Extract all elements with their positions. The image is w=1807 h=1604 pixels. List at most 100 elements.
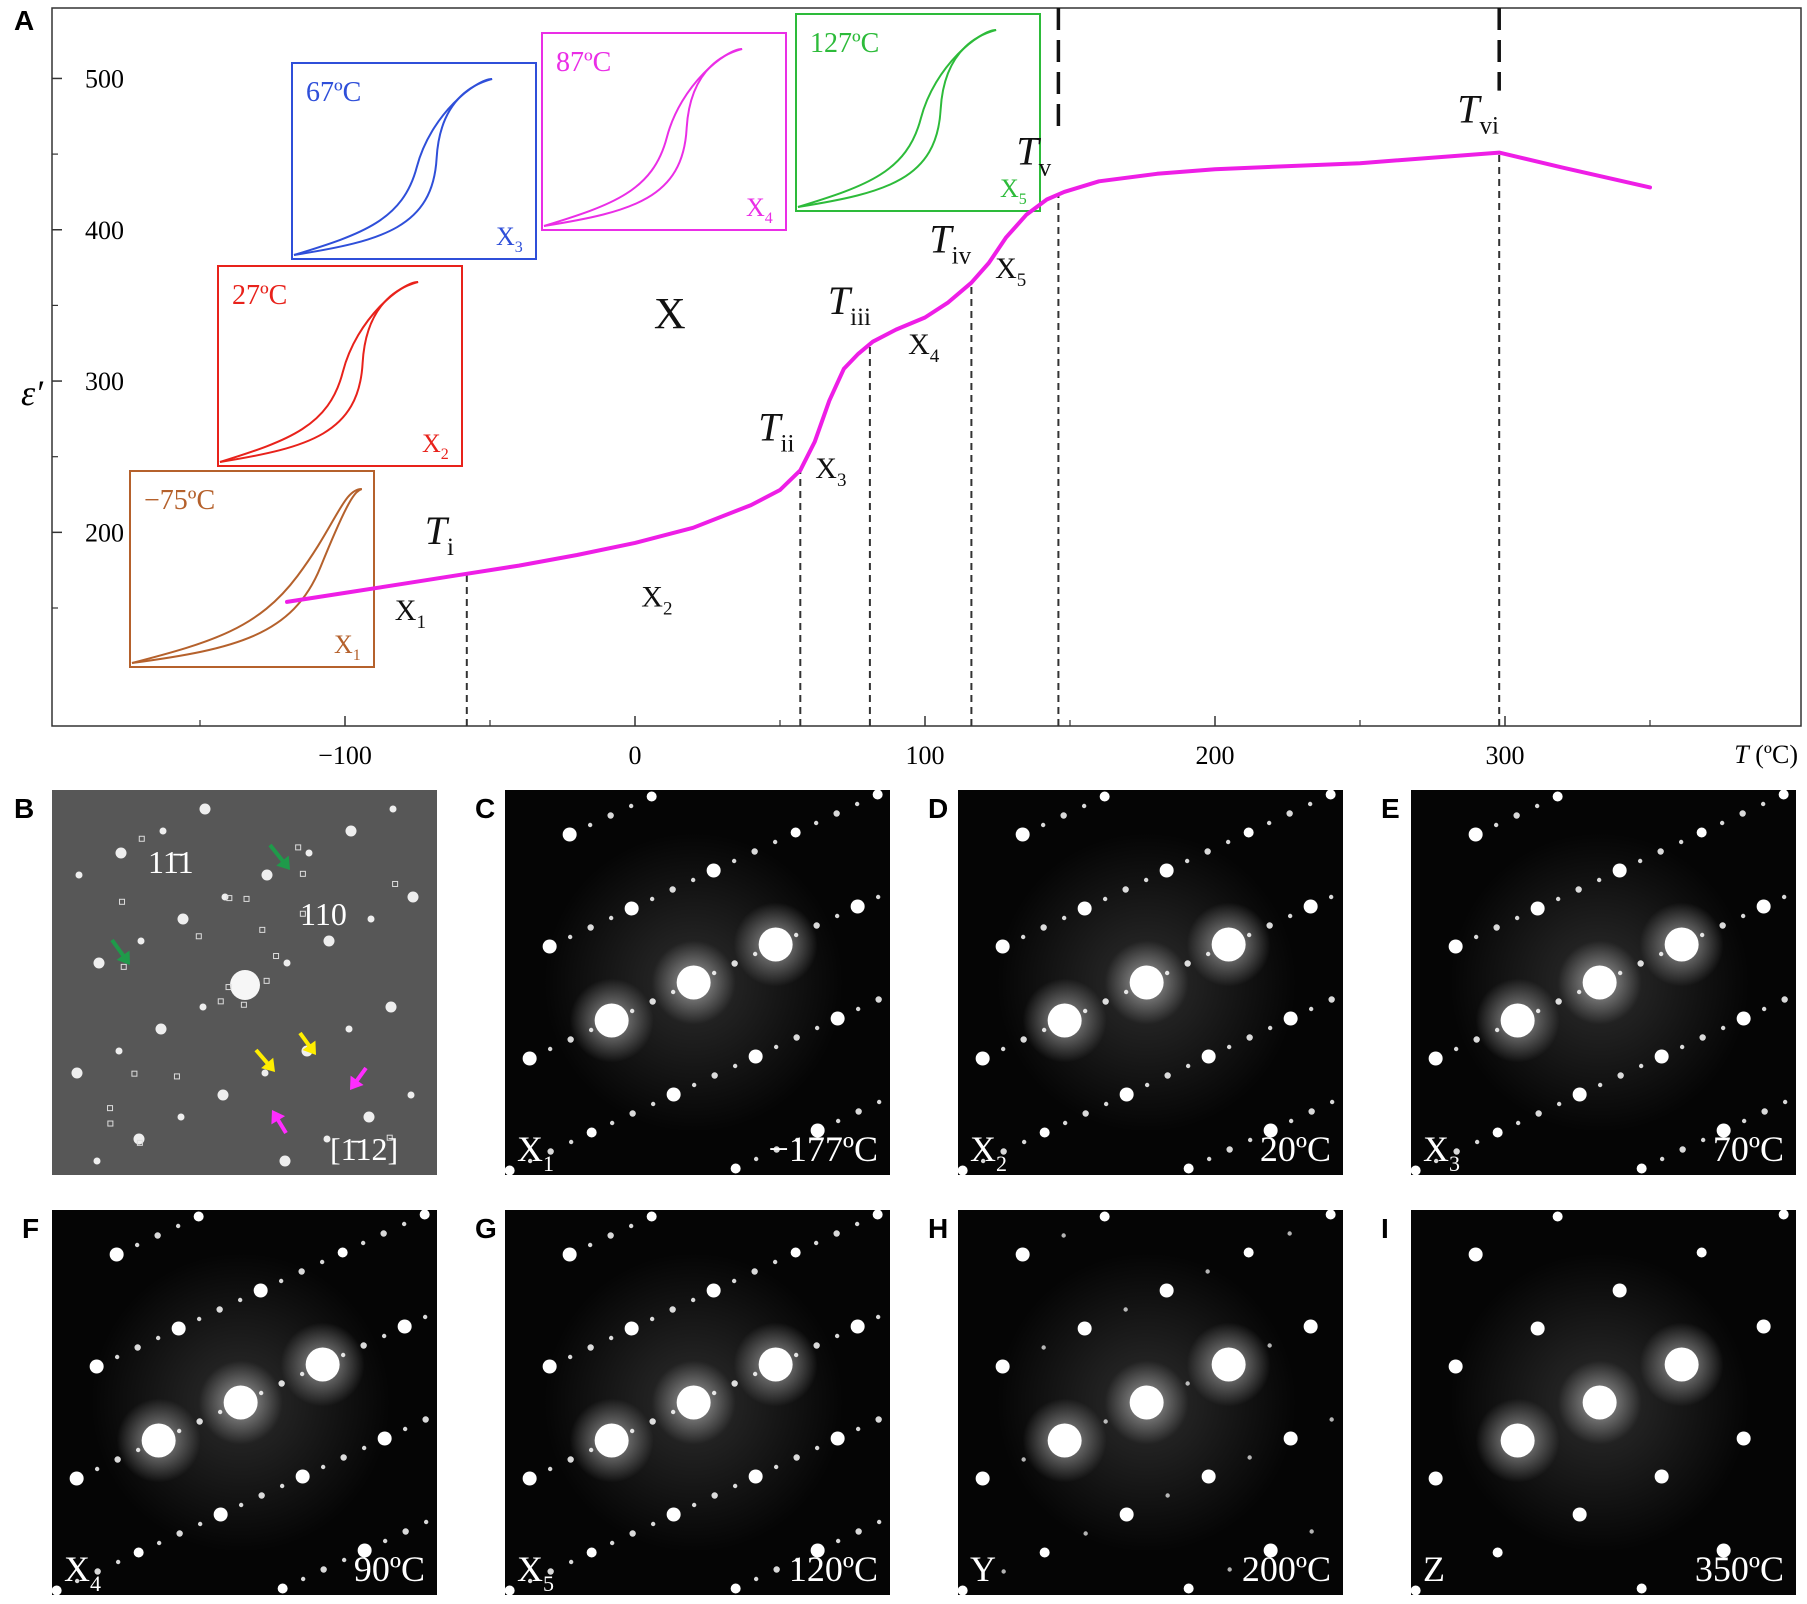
superlattice-spot bbox=[134, 1344, 141, 1351]
superlattice-spot bbox=[156, 1540, 162, 1546]
diffraction-spot bbox=[1015, 827, 1030, 842]
superlattice-spot bbox=[1474, 1139, 1480, 1145]
diffraction-spot bbox=[1211, 927, 1246, 962]
superlattice-spot bbox=[835, 1538, 841, 1544]
transition-label-iii-base: T bbox=[828, 278, 853, 323]
superlattice-spot bbox=[258, 1492, 265, 1499]
diffraction-spot bbox=[155, 1023, 167, 1035]
superlattice-spot bbox=[773, 1044, 779, 1050]
superlattice-spot bbox=[751, 1268, 758, 1275]
diffraction-spot bbox=[1736, 1011, 1751, 1026]
diffraction-spot bbox=[1243, 827, 1254, 838]
superlattice-spot bbox=[773, 1464, 779, 1470]
superlattice-spot bbox=[689, 774, 695, 780]
superlattice-spot bbox=[1329, 1417, 1334, 1422]
y-tick-label: 500 bbox=[85, 64, 124, 93]
inset-frame bbox=[541, 32, 787, 231]
diffraction-spot bbox=[407, 891, 419, 903]
superlattice-spot bbox=[608, 1335, 614, 1341]
superlattice-spot bbox=[629, 1110, 636, 1117]
temperature-label: −177ºC bbox=[769, 1129, 878, 1169]
superlattice-spot bbox=[649, 1316, 655, 1322]
superlattice-spot bbox=[732, 1483, 738, 1489]
diffraction-spot bbox=[995, 1359, 1010, 1374]
diffraction-spot bbox=[850, 899, 865, 914]
superlattice-spot bbox=[1617, 766, 1621, 770]
superlattice-spot bbox=[1617, 970, 1623, 976]
subphase-label-1-sub: 1 bbox=[416, 612, 426, 633]
superlattice-spot bbox=[1308, 1006, 1314, 1012]
superlattice-spot bbox=[1225, 839, 1231, 845]
superlattice-spot bbox=[609, 1120, 615, 1126]
diffraction-spot bbox=[199, 1003, 207, 1011]
diffraction-spot bbox=[758, 1347, 793, 1382]
superlattice-spot bbox=[897, 988, 901, 992]
superlattice-spot bbox=[1226, 1044, 1232, 1050]
superlattice-spot bbox=[855, 1108, 862, 1115]
superlattice-spot bbox=[731, 960, 738, 967]
superlattice-spot bbox=[1596, 877, 1602, 883]
superlattice-marker bbox=[263, 977, 270, 984]
diffraction-spot bbox=[1572, 1507, 1587, 1522]
superlattice-spot bbox=[1637, 858, 1643, 864]
superlattice-spot bbox=[691, 1082, 697, 1088]
diffraction-spot bbox=[1736, 1431, 1751, 1446]
superlattice-spot bbox=[422, 1416, 429, 1423]
phase-label: X3 bbox=[1423, 1129, 1460, 1176]
superlattice-spot bbox=[278, 1278, 284, 1284]
diffraction-spot bbox=[115, 1047, 123, 1055]
diffraction-spot bbox=[975, 1051, 990, 1066]
diffraction-spot bbox=[1263, 1123, 1278, 1138]
diffraction-spot bbox=[1468, 827, 1483, 842]
superlattice-spot bbox=[320, 1566, 327, 1573]
phase-label-base: Y bbox=[970, 1549, 996, 1589]
superlattice-spot bbox=[1041, 1345, 1046, 1350]
spot-lattice bbox=[958, 764, 1394, 1175]
superlattice-spot bbox=[1204, 848, 1211, 855]
superlattice-spot bbox=[896, 1203, 900, 1207]
diffraction-spot bbox=[337, 1247, 348, 1258]
superlattice-spot bbox=[1061, 1233, 1066, 1238]
superlattice-spot bbox=[74, 1578, 80, 1584]
diffraction-spot bbox=[367, 915, 375, 923]
x-axis-var: T bbox=[1734, 740, 1750, 769]
diffraction-spot bbox=[594, 1003, 629, 1038]
superlattice-spot bbox=[401, 1221, 407, 1227]
superlattice-spot bbox=[1390, 764, 1394, 768]
phase-label-base: X bbox=[970, 1129, 996, 1169]
panel-label-f: F bbox=[22, 1213, 39, 1244]
superlattice-spot bbox=[567, 1036, 574, 1043]
transition-label-i: Ti bbox=[425, 508, 454, 561]
diffraction-spot bbox=[1047, 1003, 1082, 1038]
superlattice-spot bbox=[175, 1223, 181, 1229]
diffraction-spot bbox=[1716, 1543, 1731, 1558]
diffraction-spot bbox=[407, 1091, 415, 1099]
diffraction-spot bbox=[1201, 1469, 1216, 1484]
panel-b-spots bbox=[71, 803, 419, 1167]
diffraction-spot bbox=[1636, 1583, 1647, 1594]
hysteresis-loop-branch bbox=[131, 488, 363, 664]
superlattice-spot bbox=[1493, 822, 1499, 828]
superlattice-spot bbox=[154, 1232, 161, 1239]
superlattice-marker bbox=[299, 870, 306, 877]
superlattice-spot bbox=[1760, 801, 1766, 807]
superlattice-spot bbox=[547, 1466, 553, 1472]
diffraction-spot bbox=[221, 893, 229, 901]
superlattice-spot bbox=[876, 1519, 882, 1525]
phase-label-base: X bbox=[64, 1549, 90, 1589]
superlattice-spot bbox=[1144, 1082, 1150, 1088]
superlattice-spot bbox=[855, 1006, 861, 1012]
superlattice-spot bbox=[1368, 772, 1374, 778]
inset-phase-label: X1 bbox=[334, 630, 361, 664]
superlattice-spot bbox=[1328, 996, 1335, 1003]
superlattice-spot bbox=[915, 772, 921, 778]
diffraction-spot bbox=[1047, 1423, 1082, 1458]
diffraction-spot bbox=[261, 869, 273, 881]
superlattice-spot bbox=[1637, 960, 1644, 967]
diffraction-spot bbox=[1411, 1585, 1421, 1595]
superlattice-spot bbox=[1267, 1025, 1273, 1031]
superlattice-spot bbox=[1453, 1148, 1460, 1155]
diffraction-spot bbox=[419, 1210, 430, 1220]
